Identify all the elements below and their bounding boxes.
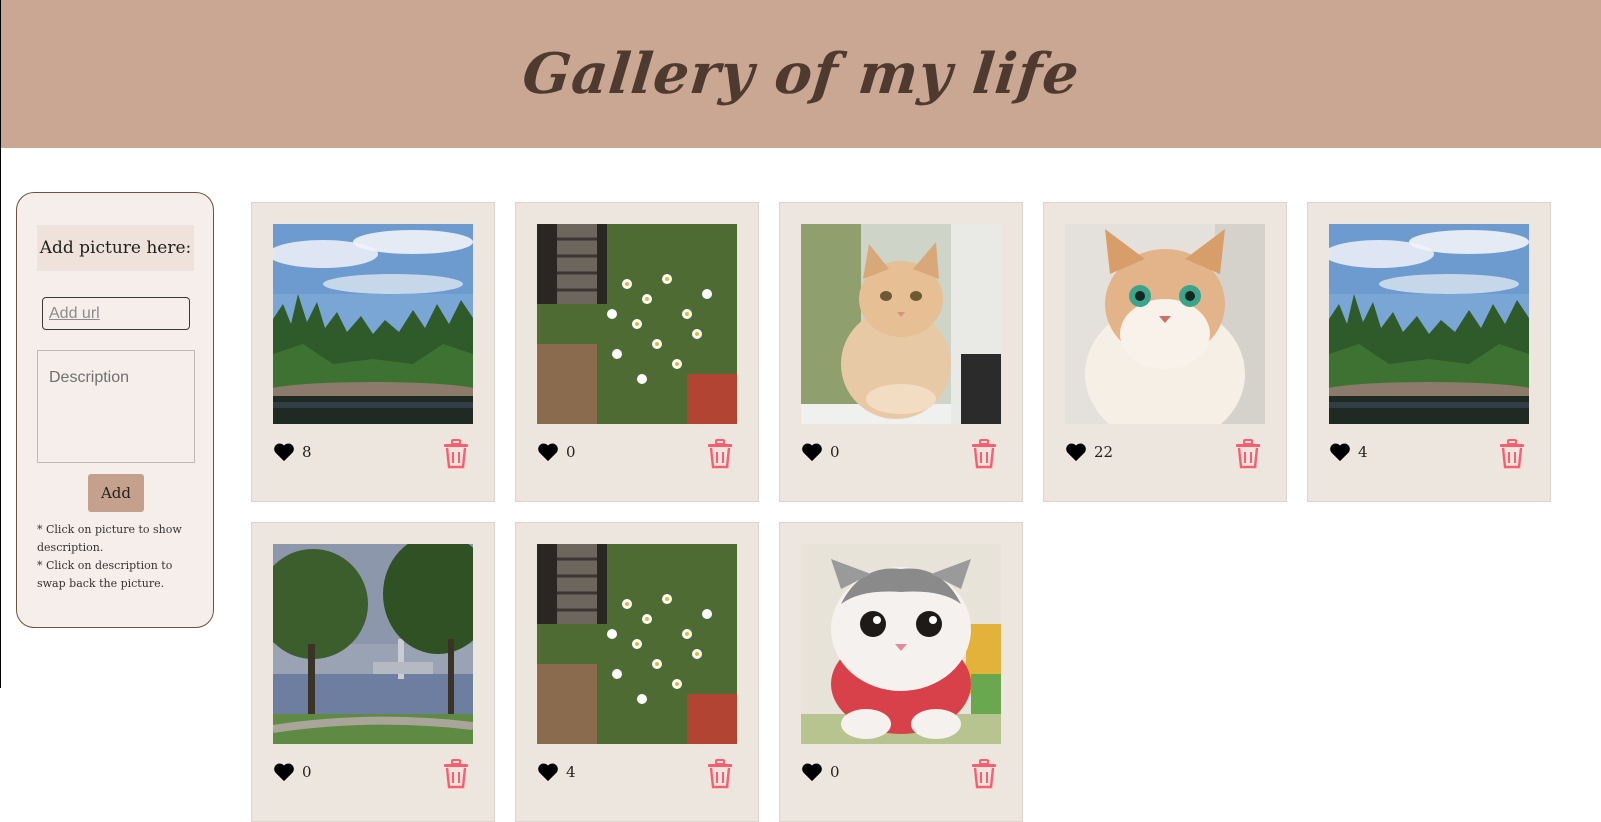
trash-icon[interactable] [707,439,733,469]
add-picture-form: Add picture here: Add * Click on picture… [16,192,214,628]
like-count: 4 [1358,443,1368,461]
kitten-photo[interactable] [801,544,1001,744]
window-edge [0,0,1,688]
like-count: 0 [830,443,840,461]
picture-card: 0 [251,522,495,822]
heart-icon[interactable] [273,442,295,462]
add-picture-heading: Add picture here: [37,225,194,271]
trash-icon[interactable] [443,439,469,469]
trash-icon[interactable] [971,439,997,469]
picture-card: 8 [251,202,495,502]
like-count: 0 [302,763,312,781]
trash-icon[interactable] [707,759,733,789]
river-forest-photo[interactable] [273,224,473,424]
description-input[interactable] [37,350,195,463]
fluffy-cat-photo[interactable] [1065,224,1265,424]
picture-card: 22 [1043,202,1287,502]
picture-card: 0 [779,202,1023,502]
page-header: Gallery of my life [1,0,1601,148]
trash-icon[interactable] [971,759,997,789]
daisies-photo[interactable] [537,224,737,424]
picture-card: 0 [515,202,759,502]
like-section: 22 [1065,442,1113,462]
river-forest-photo[interactable] [1329,224,1529,424]
like-count: 0 [566,443,576,461]
like-count: 0 [830,763,840,781]
riverside-trees-photo[interactable] [273,544,473,744]
like-section: 4 [537,762,576,782]
ginger-cat-photo[interactable] [801,224,1001,424]
trash-icon[interactable] [443,759,469,789]
url-input[interactable] [42,297,190,330]
hint-show-description: * Click on picture to show description. [37,523,182,554]
like-count: 22 [1094,443,1114,461]
like-count: 8 [302,443,312,461]
usage-hints: * Click on picture to show description. … [37,521,197,593]
heart-icon[interactable] [801,442,823,462]
heart-icon[interactable] [273,762,295,782]
hint-swap-back: * Click on description to swap back the … [37,559,173,590]
like-section: 0 [537,442,576,462]
heart-icon[interactable] [1065,442,1087,462]
picture-card: 0 [779,522,1023,822]
like-section: 0 [801,762,840,782]
heart-icon[interactable] [537,442,559,462]
like-count: 4 [566,763,576,781]
page-title: Gallery of my life [519,41,1083,107]
like-section: 4 [1329,442,1368,462]
heart-icon[interactable] [1329,442,1351,462]
like-section: 0 [273,762,312,782]
trash-icon[interactable] [1235,439,1261,469]
add-button[interactable]: Add [88,474,144,512]
heart-icon[interactable] [537,762,559,782]
like-section: 8 [273,442,312,462]
like-section: 0 [801,442,840,462]
picture-card: 4 [515,522,759,822]
picture-card: 4 [1307,202,1551,502]
daisies-photo[interactable] [537,544,737,744]
trash-icon[interactable] [1499,439,1525,469]
heart-icon[interactable] [801,762,823,782]
